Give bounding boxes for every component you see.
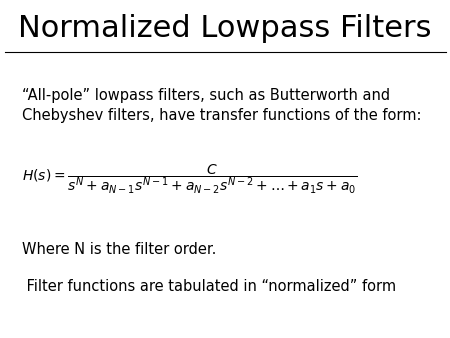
Text: Filter functions are tabulated in “normalized” form: Filter functions are tabulated in “norma…: [22, 279, 396, 294]
Text: “All-pole” lowpass filters, such as Butterworth and
Chebyshev filters, have tran: “All-pole” lowpass filters, such as Butt…: [22, 88, 422, 123]
Text: $H(s) = \dfrac{C}{s^{N} + a_{N-1}s^{N-1} + a_{N-2}s^{N-2} + \ldots + a_1 s + a_0: $H(s) = \dfrac{C}{s^{N} + a_{N-1}s^{N-1}…: [22, 162, 358, 196]
Text: Where N is the filter order.: Where N is the filter order.: [22, 242, 217, 257]
Text: Normalized Lowpass Filters: Normalized Lowpass Filters: [18, 14, 432, 43]
